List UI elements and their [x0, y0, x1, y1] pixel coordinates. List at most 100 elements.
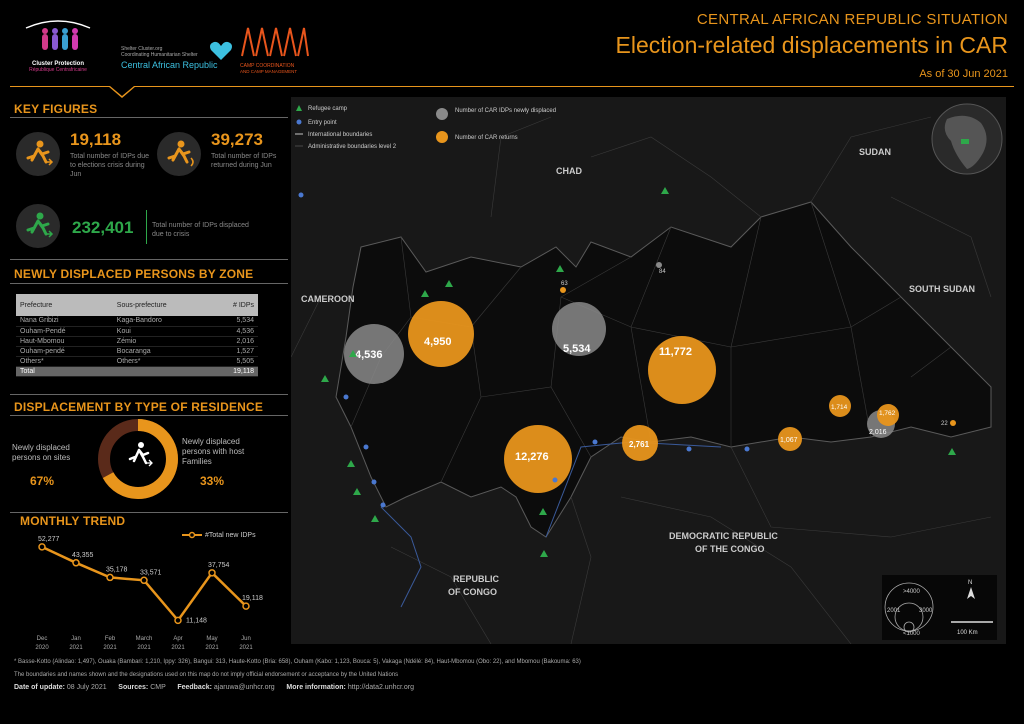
trend-value-label: 35,178: [106, 566, 128, 573]
entry-marker[interactable]: [744, 446, 750, 452]
camp-marker[interactable]: [321, 375, 329, 382]
size-legend-small: [903, 621, 915, 633]
bubble-return-12276[interactable]: [504, 425, 572, 493]
host-pct: 33%: [200, 474, 225, 488]
trend-x-tick: Jan: [71, 636, 81, 642]
bubble-label-22: 22: [941, 421, 948, 427]
trend-x-tick: 2021: [103, 645, 117, 651]
label-roc-2: OF CONGO: [448, 587, 497, 597]
kf-total-circle: [16, 204, 60, 248]
table-row: Nana Gribizi Kaga-Bandoro 5,534: [16, 316, 258, 327]
bubble-return-2761[interactable]: [622, 425, 658, 461]
label-south-sudan: SOUTH SUDAN: [909, 284, 975, 294]
size-legend-mid: [894, 602, 924, 632]
kf-idps-value: 19,118: [70, 130, 122, 149]
entry-marker[interactable]: [343, 394, 349, 400]
more-info-link[interactable]: http://data2.unhcr.org: [347, 684, 414, 691]
label-roc-1: REPUBLIC: [453, 574, 500, 584]
trend-point[interactable]: [174, 616, 182, 625]
more-label: More information:: [286, 684, 346, 691]
size-legend-mid1-label: 2001: [887, 608, 901, 614]
trend-title: MONTHLY TREND: [20, 514, 126, 528]
trend-x-tick: March: [136, 636, 153, 642]
scale-label: 100 Km: [957, 630, 978, 636]
camp-marker[interactable]: [661, 187, 669, 194]
camp-marker[interactable]: [556, 265, 564, 272]
cccm-logo: CAMP COORDINATION AND CAMP MANAGEMENT: [240, 24, 330, 74]
date-value: 08 July 2021: [66, 684, 107, 691]
camp-marker[interactable]: [445, 280, 453, 287]
bubble-return-22[interactable]: [950, 420, 956, 426]
shelter-line2: Coordinating Humanitarian Shelter: [121, 52, 198, 58]
trend-point[interactable]: [242, 602, 250, 610]
label-cameroon: CAMEROON: [301, 294, 355, 304]
map-legend: Refugee camp Entry point International b…: [295, 105, 556, 150]
entry-marker[interactable]: [371, 479, 377, 485]
rivers: [380, 441, 722, 608]
trend-point[interactable]: [38, 543, 46, 551]
camp-marker[interactable]: [539, 508, 547, 515]
map-svg: CHAD SUDAN CAMEROON SOUTH SUDAN DEMOCRAT…: [291, 97, 1006, 644]
residence-top-divider: [10, 394, 288, 395]
bubble-label-5534: 5,534: [563, 343, 591, 355]
cell: 1,527: [199, 346, 258, 357]
camp-marker[interactable]: [353, 488, 361, 495]
label-chad: CHAD: [556, 166, 582, 176]
feedback-label: Feedback:: [177, 684, 212, 691]
key-figures-title: KEY FIGURES: [14, 102, 98, 116]
trend-value-label: 43,355: [72, 552, 94, 559]
bubble-return-4950[interactable]: [408, 301, 474, 367]
entry-marker[interactable]: [380, 502, 386, 508]
bubble-idp-ndele[interactable]: [656, 262, 662, 268]
trend-x-tick: Apr: [173, 636, 182, 642]
camp-marker[interactable]: [347, 460, 355, 467]
col-idps: # IDPs: [199, 294, 258, 316]
trend-point[interactable]: [106, 573, 114, 582]
cell: Ouham-Pendé: [16, 326, 113, 337]
camp-marker[interactable]: [540, 550, 548, 557]
entry-marker[interactable]: [552, 477, 558, 483]
trend-point[interactable]: [72, 559, 80, 567]
kf-total-value: 232,401: [72, 218, 134, 237]
col-sousprefecture: Sous-prefecture: [112, 294, 200, 316]
cell: Others*: [112, 356, 200, 367]
entry-marker[interactable]: [298, 192, 304, 198]
cell: Kaga-Bandoro: [112, 316, 200, 327]
zone-table: Prefecture Sous-prefecture # IDPs Nana G…: [16, 294, 258, 377]
kf-total-desc: Total number of IDPs displaced due to cr…: [152, 222, 249, 238]
size-legend: >4000 2001 3000 <1000 N 100 Km: [882, 575, 997, 640]
feedback-link[interactable]: ajaruwa@unhcr.org: [213, 684, 275, 691]
total-label: Total: [16, 366, 200, 377]
trend-point[interactable]: [208, 569, 216, 577]
camp-marker[interactable]: [421, 290, 429, 297]
residence-divider: [10, 415, 288, 416]
cccm-line1: CAMP COORDINATION: [240, 63, 295, 69]
entry-marker[interactable]: [686, 446, 692, 452]
bubble-return-63[interactable]: [560, 287, 566, 293]
legend-entry-icon: [296, 119, 302, 125]
camp-marker[interactable]: [948, 448, 956, 455]
bubble-return-1762[interactable]: [877, 404, 899, 426]
bubble-idp-koui[interactable]: [344, 324, 404, 384]
cell: Zémio: [112, 336, 200, 347]
trend-point[interactable]: [140, 576, 148, 585]
bubble-return-1067[interactable]: [778, 427, 802, 451]
trend-x-tick: 2020: [35, 645, 49, 651]
trend-value-label: 11,148: [186, 617, 207, 624]
legend-intl-label: International boundaries: [308, 132, 372, 138]
size-legend-big-label: >4000: [903, 589, 921, 595]
residence-donut: [98, 419, 178, 499]
bubble-idp-kaga-bandoro[interactable]: [552, 302, 606, 356]
cluster-line1: Cluster Protection: [31, 61, 84, 67]
bubble-return-1714[interactable]: [829, 395, 851, 417]
cell: 5,505: [199, 356, 258, 367]
trend-x-tick: Dec: [37, 636, 48, 642]
zone-divider: [10, 283, 288, 284]
entry-marker[interactable]: [363, 444, 369, 450]
camp-marker[interactable]: [371, 515, 379, 522]
trend-x-tick: 2021: [205, 645, 219, 651]
entry-marker[interactable]: [592, 439, 598, 445]
bubble-return-11772[interactable]: [648, 336, 716, 404]
trend-x-tick: 2021: [239, 645, 253, 651]
camp-marker[interactable]: [349, 350, 357, 357]
